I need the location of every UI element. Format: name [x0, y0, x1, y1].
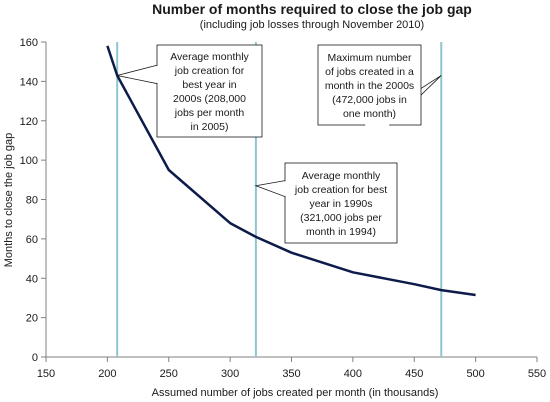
series-line: [106, 45, 476, 297]
callout-line: 2000s (208,000: [173, 93, 246, 105]
callout-line: job creation for: [174, 65, 245, 77]
callout-line: (321,000 jobs per: [300, 212, 382, 224]
x-tick-label: 250: [160, 368, 178, 380]
callout-line: month in 1994): [306, 226, 376, 238]
callout: Average monthly job creation for best year…: [254, 162, 398, 244]
callout-line: year in 1990s: [309, 198, 372, 210]
callout-box: [284, 162, 398, 244]
x-tick-label: 550: [528, 368, 546, 380]
callout-line: one month): [343, 108, 396, 120]
x-axis: 150 200 250 300 350 400 450 500 550: [37, 356, 546, 380]
y-tick-label: 0: [32, 352, 38, 364]
callout-line: Maximum number: [327, 52, 412, 64]
callout-box: [317, 44, 422, 126]
y-tick-label: 20: [26, 313, 38, 325]
y-axis-label: Months to close the job gap: [3, 133, 15, 268]
y-tick-label: 60: [26, 234, 38, 246]
callout-line: in 2005): [191, 121, 229, 133]
callout-box: [156, 44, 263, 138]
callout-line: (472,000 jobs in: [332, 94, 407, 106]
chart-subtitle: (including job losses through November 2…: [200, 19, 424, 31]
x-tick-label: 300: [221, 368, 239, 380]
x-tick-label: 200: [98, 368, 116, 380]
callout-line: month in the 2000s: [325, 80, 414, 92]
x-tick-label: 150: [37, 368, 55, 380]
y-tick-label: 100: [20, 155, 38, 167]
callouts: Average monthly job creation for best year…: [117, 44, 442, 244]
x-tick-label: 450: [405, 368, 423, 380]
y-tick-label: 80: [26, 195, 38, 207]
callout-pointer: [117, 64, 158, 85]
callout-line: best year in: [182, 79, 236, 91]
x-tick-label: 400: [344, 368, 362, 380]
callout-line: of jobs created in a: [325, 66, 414, 78]
callout: Maximum number of jobs created in a month …: [317, 44, 442, 126]
callout: Average monthly job creation for best year…: [117, 44, 263, 138]
y-tick-label: 40: [26, 273, 38, 285]
y-axis: 0 20 40 60 80 100 120 140 160: [20, 37, 47, 364]
chart-title: Number of months required to close the j…: [152, 1, 472, 17]
callout-line: Average monthly: [170, 51, 249, 63]
callout-line: Average monthly: [302, 170, 381, 182]
series-lines: [106, 45, 476, 297]
callout-line: jobs per month: [174, 107, 245, 119]
x-axis-label: Assumed number of jobs created per month…: [152, 387, 439, 399]
y-tick-label: 120: [20, 116, 38, 128]
x-tick-label: 350: [282, 368, 300, 380]
callout-line: job creation for best: [294, 184, 387, 196]
y-tick-label: 140: [20, 76, 38, 88]
y-tick-label: 160: [20, 37, 38, 49]
callout-pointer: [254, 180, 286, 198]
x-tick-label: 500: [466, 368, 484, 380]
